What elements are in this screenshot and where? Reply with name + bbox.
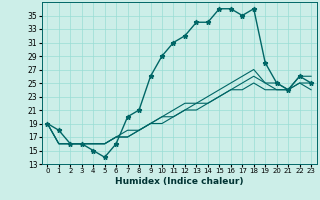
X-axis label: Humidex (Indice chaleur): Humidex (Indice chaleur) [115,177,244,186]
